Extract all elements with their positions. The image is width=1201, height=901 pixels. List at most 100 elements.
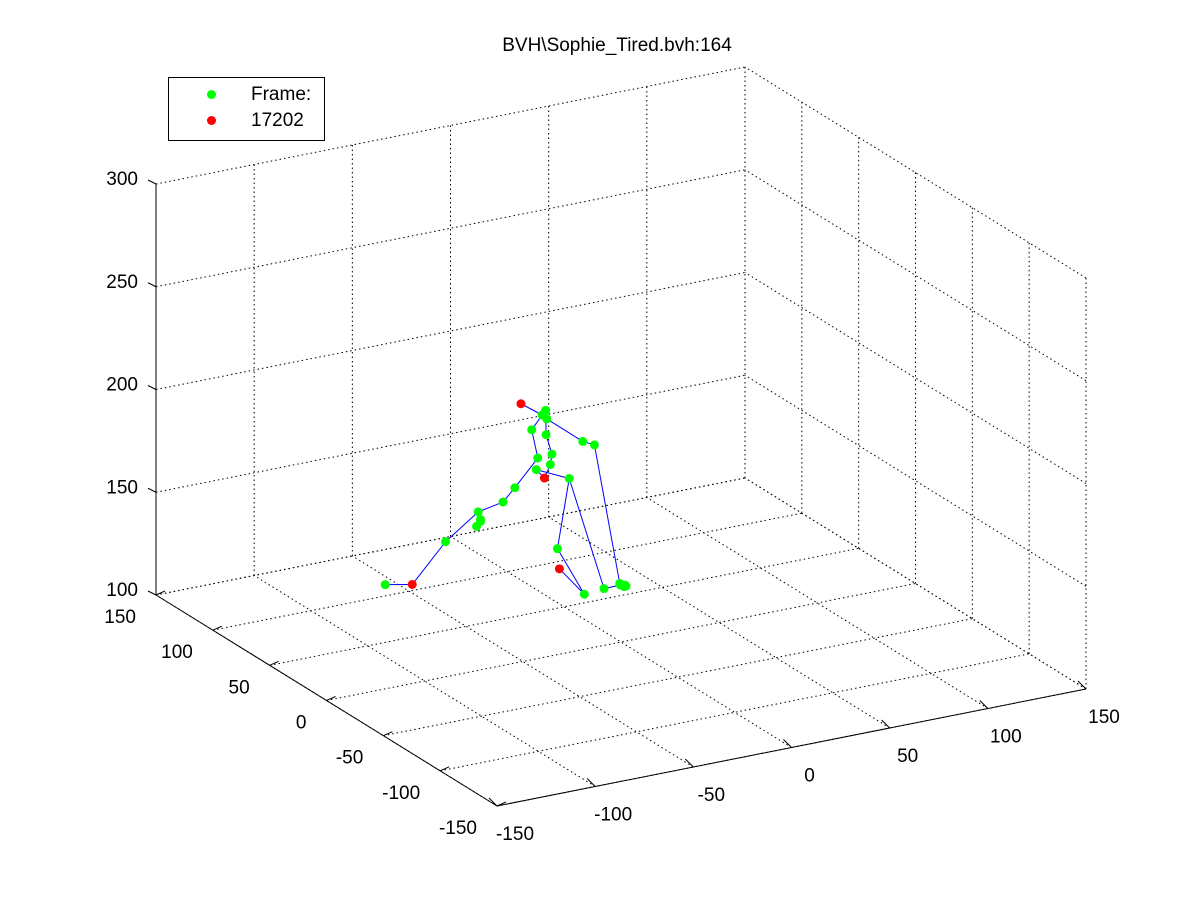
floor-grid-line [326,583,916,701]
z-tick-label: 300 [106,169,138,190]
y-tick-label: -50 [336,748,363,769]
x-tick-label: 50 [897,746,918,767]
x-tick-label: -150 [496,824,534,845]
floor-grid-line [450,536,792,748]
y-tick-label: 50 [229,677,250,698]
y-tick-mark [383,731,393,737]
z-tick-label: 150 [106,477,138,498]
x-tick-mark [783,739,792,748]
x-tick-mark [979,700,989,709]
x-tick-label: -100 [594,805,632,826]
side-wall-grid-line [744,272,1087,484]
x-tick-mark [881,719,891,729]
x-tick-label: 0 [804,766,815,787]
skeleton-bone [556,478,570,549]
x-tick-mark [488,797,498,807]
floor-grid-line [440,653,1030,772]
joint-point-green [540,406,550,416]
y-tick-mark [269,660,279,666]
joint-point-green [472,521,482,531]
joint-point-green [527,425,537,435]
joint-point-green [615,578,625,588]
y-tick-mark [496,801,507,807]
x-tick-label: 100 [990,727,1022,748]
floor-grid-line [269,547,859,666]
legend-marker-red [207,116,216,125]
joint-point-red [516,399,526,409]
joint-point-green [552,544,562,554]
data-layer [380,399,631,599]
x-tick-mark [1077,680,1087,690]
skeleton-bone [536,469,570,479]
floor-grid-line [548,516,890,729]
legend: Frame: 17202 [168,77,325,141]
x-tick-mark [684,758,694,768]
joint-point-green [599,584,609,594]
back-wall-grid-line [155,169,746,288]
joint-point-red [539,473,549,483]
joint-point-green [533,453,543,463]
skeleton-bone [531,429,539,459]
legend-item: 17202 [169,108,324,134]
z-tick-label: 200 [106,375,138,396]
floor-grid-line [352,555,694,768]
side-wall-grid-line [744,66,1087,279]
z-tick-label: 250 [106,272,138,293]
floor-grid-line [383,618,973,737]
joint-point-green [578,436,588,446]
skeleton-bone [411,541,446,585]
side-wall-grid-line [744,169,1087,382]
skeleton-bone [445,511,479,543]
grid-layer [155,66,1087,807]
joint-point-green [541,430,551,440]
skeleton-bone [559,568,585,595]
joint-point-green [589,440,599,450]
joint-point-red [554,564,564,574]
joint-point-green [547,449,557,459]
y-tick-label: -100 [382,783,420,804]
y-tick-label: 0 [296,713,307,734]
joint-point-red [407,579,417,589]
chart-title: BVH\Sophie_Tired.bvh:164 [502,35,732,56]
skeleton-bone [546,418,584,442]
z-tick-mark [147,590,157,596]
z-tick-mark [147,487,157,493]
side-wall-grid-line [744,477,1087,690]
back-wall-grid-line [155,477,746,596]
z-tick-mark [147,179,157,185]
y-tick-label: 150 [104,607,136,628]
y-tick-mark [326,696,336,701]
y-tick-mark [155,590,166,596]
joint-point-green [510,483,520,493]
z-tick-label: 100 [106,580,138,601]
skeleton-bone [568,478,605,589]
y-tick-label: 100 [161,642,193,663]
legend-label: 17202 [251,110,304,131]
joint-point-green [441,537,451,547]
y-tick-mark [212,625,223,631]
back-wall-grid-line [155,66,746,185]
axis-layer: -150 -100 -50 0 50 100 150 -150 -100 -50 0 50 100 150… [104,169,1120,845]
skeleton-bone [514,457,539,489]
y-tick-label: -150 [439,818,477,839]
legend-item: Frame: [169,82,324,108]
joint-point-green [564,474,574,484]
x-tick-mark [586,778,596,787]
joint-point-green [545,460,555,470]
side-wall-grid-line [744,374,1087,587]
x-tick-label: -50 [698,785,725,806]
y-tick-mark [439,766,450,772]
legend-label: Frame: [251,84,312,105]
joint-point-green [380,580,390,590]
floor-grid-line [212,512,802,631]
x-tick-label: 150 [1088,707,1120,728]
joint-point-green [473,507,483,517]
joint-point-green [531,465,541,475]
back-wall-grid-line [155,374,746,493]
skeleton-bone [593,444,621,584]
back-wall-grid-line [155,272,746,390]
legend-marker-green [207,90,216,99]
joint-point-green [542,414,552,424]
